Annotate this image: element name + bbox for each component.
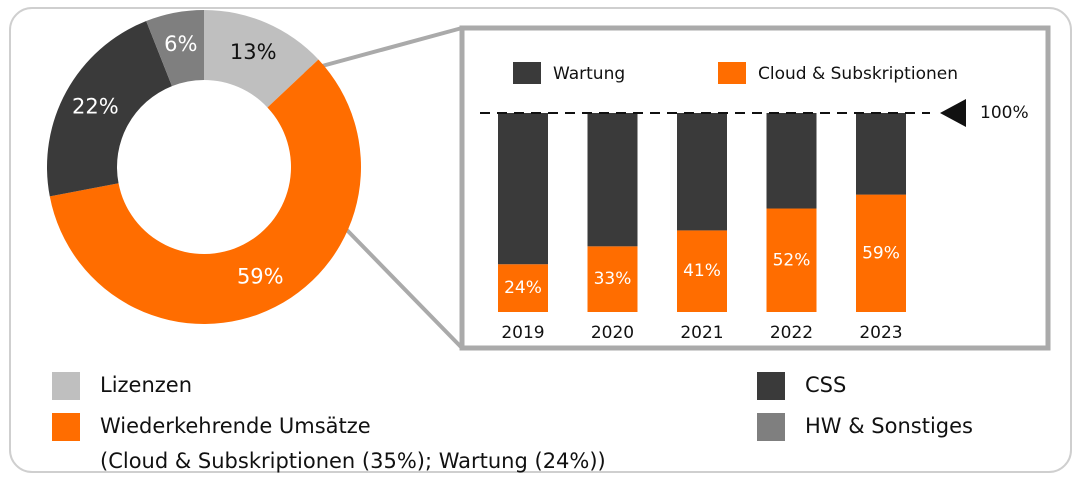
bar-label: 33%: [594, 269, 632, 289]
bar-label: 59%: [862, 243, 900, 263]
legend-swatch: [52, 413, 80, 441]
donut-slice: [46, 21, 172, 197]
legend-swatch: [52, 372, 80, 400]
bar-segment: [677, 230, 727, 312]
connector: [341, 224, 464, 350]
slice-label: 13%: [230, 40, 277, 64]
legend-swatch: [513, 62, 541, 84]
reference-label: 100%: [980, 103, 1029, 123]
bar-label: 41%: [683, 261, 721, 281]
bar-segment: [677, 113, 727, 231]
bar-segment: [587, 246, 638, 312]
bar-segment: [498, 113, 548, 265]
x-tick-label: 2022: [770, 323, 813, 343]
bar-segment: [587, 113, 638, 247]
slice-label: 22%: [72, 94, 119, 118]
legend-swatch: [718, 62, 746, 84]
legend-swatch: [757, 413, 785, 441]
x-tick-label: 2019: [501, 323, 544, 343]
x-tick-label: 2021: [680, 323, 723, 343]
donut-slice: [49, 59, 362, 325]
legend-label: HW & Sonstiges: [805, 414, 973, 438]
donut-slice: [204, 10, 319, 108]
slice-label: 59%: [237, 264, 284, 288]
bar-segment: [856, 194, 906, 312]
legend-label: Wartung: [553, 64, 625, 84]
bar-segment: [766, 208, 817, 312]
bar-label: 52%: [773, 250, 811, 270]
legend-swatch: [757, 372, 785, 400]
bar-segment: [498, 264, 548, 312]
reference-marker: [940, 99, 966, 127]
legend-label: CSS: [805, 373, 846, 397]
x-tick-label: 2023: [859, 323, 902, 343]
bar-segment: [856, 113, 906, 195]
legend-label: Cloud & Subskriptionen: [758, 64, 958, 84]
bar-label: 24%: [504, 278, 542, 298]
slice-label: 6%: [164, 32, 197, 56]
bar-segment: [766, 113, 817, 209]
bar-panel: [459, 25, 1051, 351]
legend-label: Lizenzen: [100, 373, 192, 397]
donut-slice: [146, 10, 204, 87]
connector: [299, 26, 463, 74]
x-tick-label: 2020: [591, 323, 634, 343]
legend-label: Wiederkehrende Umsätze: [100, 414, 371, 438]
legend-note: (Cloud & Subskriptionen (35%); Wartung (…: [100, 449, 606, 473]
